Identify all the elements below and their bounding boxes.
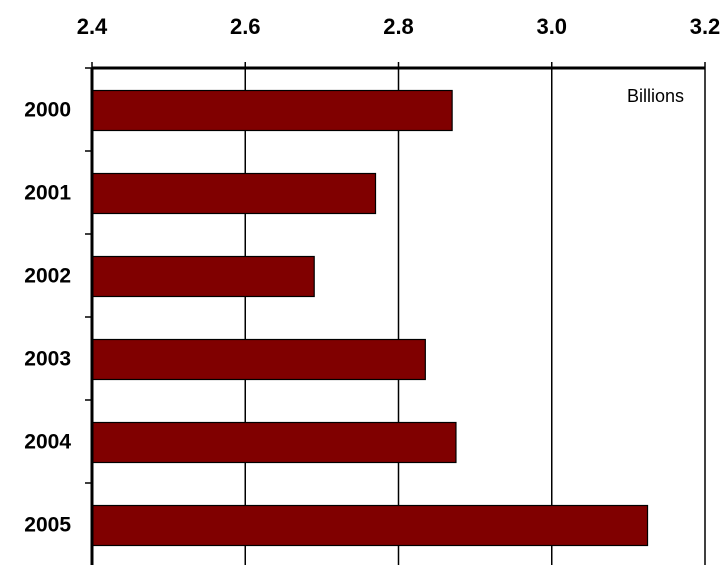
category-label: 2004 — [24, 431, 71, 454]
x-tick-label: 2.4 — [77, 14, 108, 39]
category-label: 2003 — [24, 348, 71, 371]
bar-2000 — [91, 89, 453, 132]
bars — [91, 89, 649, 547]
bar-2003 — [91, 338, 426, 381]
x-tick-label: 2.6 — [230, 14, 261, 39]
x-tick-label: 2.8 — [383, 14, 414, 39]
category-labels: 2000 2001 2002 2003 2004 2005 — [24, 99, 71, 537]
category-label: 2005 — [24, 514, 71, 537]
category-label: 2000 — [24, 99, 71, 122]
category-label: 2001 — [24, 182, 71, 205]
x-tick-label: 3.2 — [690, 14, 721, 39]
category-label: 2002 — [24, 265, 71, 288]
x-tick-label: 3.0 — [536, 14, 567, 39]
bar-2002 — [91, 255, 315, 298]
unit-label: Billions — [627, 86, 684, 106]
bar-2005 — [91, 504, 649, 547]
grid-lines — [244, 68, 553, 565]
plot-frame — [85, 62, 706, 565]
bar-2001 — [91, 172, 377, 215]
x-axis-ticks: 2.4 2.6 2.8 3.0 3.2 — [77, 14, 721, 39]
bar-2004 — [91, 421, 457, 464]
